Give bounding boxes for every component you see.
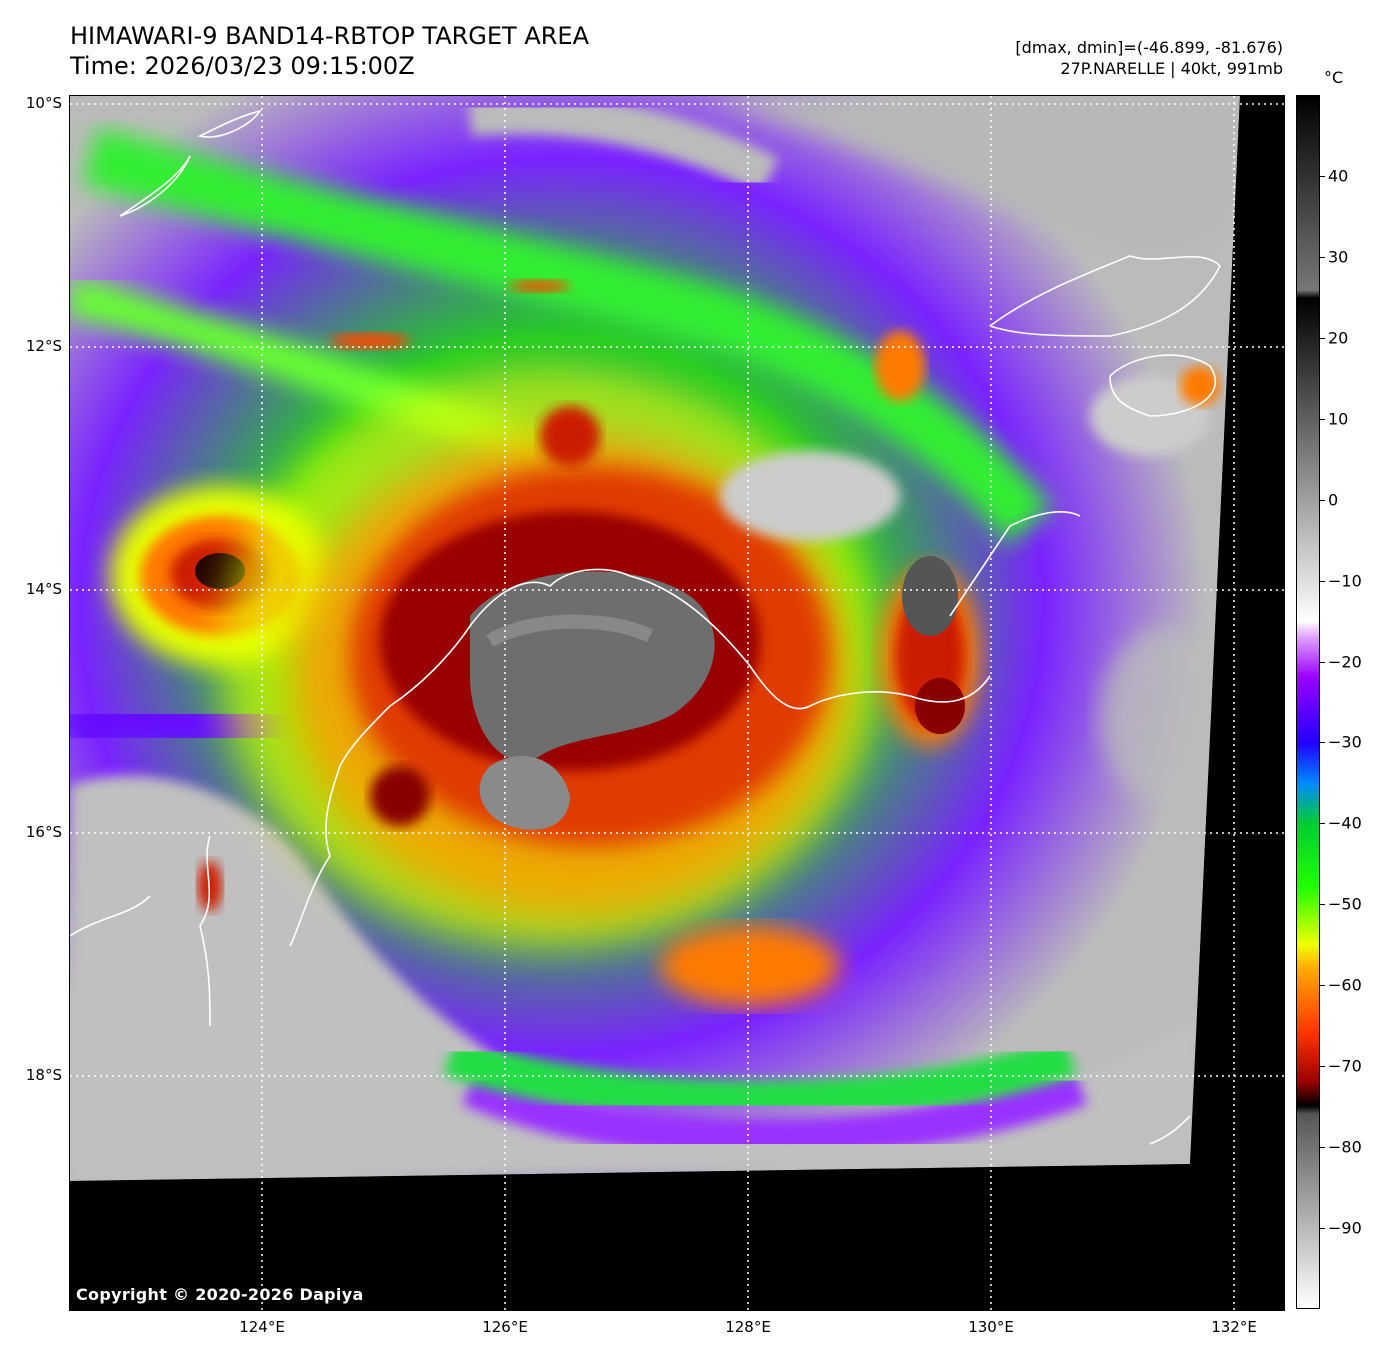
lon-label-132e: 132°E	[1211, 1318, 1257, 1336]
satellite-imagery	[70, 96, 1284, 1310]
colorbar-tick-mark	[1320, 499, 1325, 501]
colorbar-tick-label: −20	[1328, 652, 1362, 672]
copyright-notice: Copyright © 2020-2026 Dapiya	[76, 1285, 364, 1304]
lon-label-128e: 128°E	[725, 1318, 771, 1336]
lon-label-130e: 130°E	[968, 1318, 1014, 1336]
colorbar-tick-label: −90	[1328, 1218, 1362, 1238]
satellite-map: Copyright © 2020-2026 Dapiya	[69, 95, 1285, 1311]
imagery-swath	[70, 96, 1240, 1181]
colorbar-tick-label: −40	[1328, 813, 1362, 833]
colorbar-tick-mark	[1320, 175, 1325, 177]
lat-label-16s: 16°S	[25, 823, 62, 841]
dmax-dmin-readout: [dmax, dmin]=(-46.899, -81.676)	[1015, 38, 1283, 57]
colorbar-tick-mark	[1320, 823, 1325, 825]
colorbar-tick-mark	[1320, 337, 1325, 339]
colorbar-tick-mark	[1320, 418, 1325, 420]
colorbar-tick-label: −80	[1328, 1137, 1362, 1157]
colorbar	[1296, 95, 1320, 1309]
lon-label-124e: 124°E	[239, 1318, 285, 1336]
colorbar-tick-label: −10	[1328, 571, 1362, 591]
lat-label-18s: 18°S	[25, 1066, 62, 1084]
lat-label-10s: 10°S	[25, 94, 62, 112]
colorbar-tick-mark	[1320, 1066, 1325, 1068]
colorbar-tick-mark	[1320, 742, 1325, 744]
colorbar-tick-mark	[1320, 256, 1325, 258]
colorbar-tick-mark	[1320, 985, 1325, 987]
lat-label-14s: 14°S	[25, 580, 62, 598]
colorbar-tick-mark	[1320, 661, 1325, 663]
timestamp: Time: 2026/03/23 09:15:00Z	[70, 52, 415, 80]
colorbar-tick-label: 0	[1328, 490, 1339, 510]
lon-label-126e: 126°E	[482, 1318, 528, 1336]
colorbar-tick-label: 20	[1328, 328, 1349, 348]
colorbar-tick-label: −50	[1328, 894, 1362, 914]
colorbar-tick-mark	[1320, 1147, 1325, 1149]
graticule	[70, 96, 1284, 1310]
colorbar-tick-label: −70	[1328, 1056, 1362, 1076]
colorbar-tick-label: 10	[1328, 409, 1349, 429]
colorbar-tick-label: 30	[1328, 247, 1349, 267]
colorbar-tick-label: −60	[1328, 975, 1362, 995]
colorbar-tick-mark	[1320, 580, 1325, 582]
colorbar-tick-label: 40	[1328, 166, 1349, 186]
colorbar-tick-mark	[1320, 1228, 1325, 1230]
colorbar-unit: °C	[1324, 68, 1344, 87]
colorbar-tick-label: −30	[1328, 732, 1362, 752]
lat-label-12s: 12°S	[25, 337, 62, 355]
coastline	[70, 109, 1221, 1145]
storm-info: 27P.NARELLE | 40kt, 991mb	[1060, 59, 1283, 78]
colorbar-tick-mark	[1320, 904, 1325, 906]
chart-title: HIMAWARI-9 BAND14-RBTOP TARGET AREA	[70, 22, 590, 50]
